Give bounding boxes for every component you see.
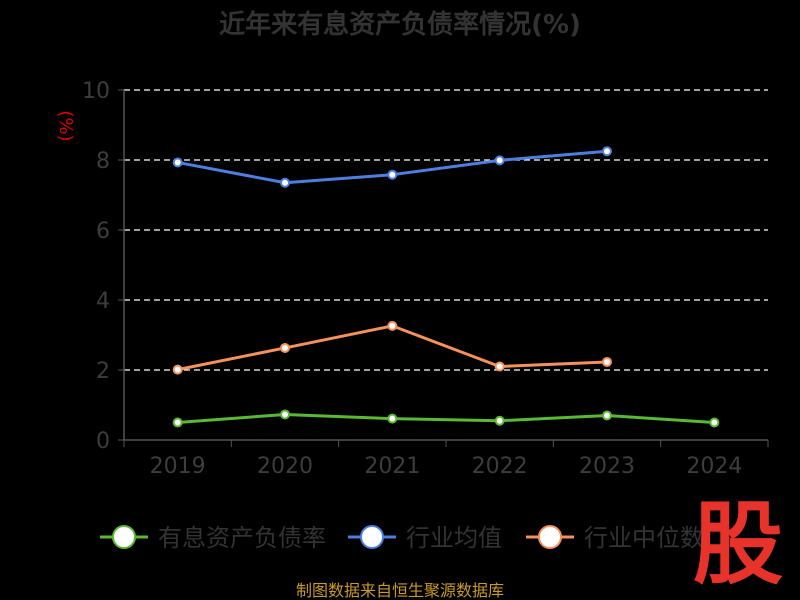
x-tick-label: 2022 <box>472 454 528 479</box>
legend-marker <box>538 525 562 549</box>
data-point <box>280 177 290 188</box>
data-point <box>494 155 505 166</box>
legend-item-2[interactable]: 行业中位数 <box>526 524 704 552</box>
data-point <box>709 417 720 428</box>
source-footer: 制图数据来自恒生聚源数据库 <box>296 581 504 600</box>
series-line <box>177 412 715 424</box>
gridlines <box>124 89 768 371</box>
data-point <box>172 417 183 428</box>
legend-marker <box>112 525 136 549</box>
legend-label: 有息资产负债率 <box>158 524 326 552</box>
legend[interactable]: 有息资产负债率 行业均值 行业中位数 <box>100 524 704 552</box>
x-tick-label: 2019 <box>150 454 206 479</box>
data-point <box>172 364 183 375</box>
x-tick-label: 2021 <box>364 454 420 479</box>
data-point <box>494 361 505 372</box>
data-point <box>602 410 612 421</box>
data-point <box>387 169 398 180</box>
data-point <box>602 356 612 367</box>
series-0 <box>172 409 720 428</box>
legend-marker <box>360 525 384 549</box>
series-1 <box>172 146 612 188</box>
data-point <box>172 157 183 168</box>
y-tick-label: 8 <box>96 149 110 174</box>
data-point <box>280 409 290 420</box>
data-point <box>387 413 398 424</box>
y-tick-label: 0 <box>96 429 110 454</box>
series-group <box>172 146 720 428</box>
x-tick-label: 2024 <box>686 454 742 479</box>
y-tick-label: 6 <box>96 219 110 244</box>
chart-title: 近年来有息资产负债率情况(%) <box>219 9 581 40</box>
legend-label: 行业中位数 <box>584 524 704 552</box>
data-point <box>494 415 505 426</box>
data-point <box>280 342 290 353</box>
y-axis-unit: (%) <box>55 110 76 141</box>
series-line <box>177 324 608 372</box>
x-tick-label: 2020 <box>257 454 313 479</box>
watermark-logo: 股 <box>693 492 783 597</box>
legend-item-0[interactable]: 有息资产负债率 <box>100 524 326 552</box>
axes: 0 2 4 6 8 10 2019 2020 2021 2022 2023 2024 <box>82 79 769 479</box>
legend-item-1[interactable]: 行业均值 <box>348 524 502 552</box>
series-2 <box>172 320 612 375</box>
data-point <box>387 320 398 331</box>
data-point <box>602 146 612 157</box>
x-tick-label: 2023 <box>579 454 635 479</box>
y-tick-label: 2 <box>96 359 110 384</box>
legend-label: 行业均值 <box>406 524 502 552</box>
y-tick-label: 10 <box>82 79 110 104</box>
y-tick-label: 4 <box>96 289 110 314</box>
